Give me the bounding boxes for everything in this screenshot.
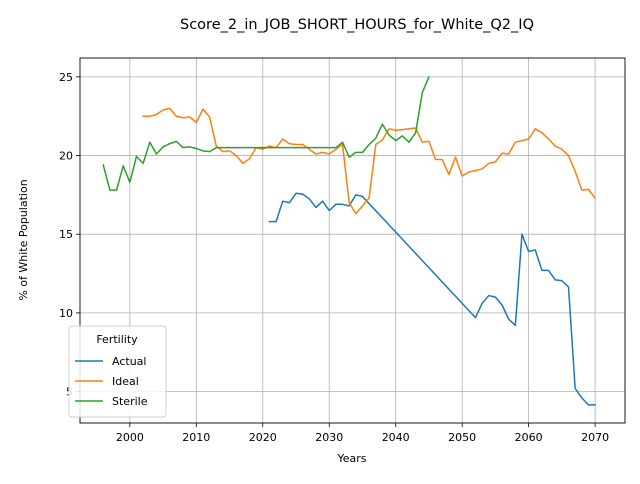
x-tick-label: 2040: [382, 431, 410, 444]
legend-title: Fertility: [96, 333, 138, 346]
x-tick-label: 2000: [116, 431, 144, 444]
series-line-actual: [268, 192, 596, 406]
legend-entries: Actual Ideal Sterile: [75, 355, 148, 408]
x-tick-label: 2060: [515, 431, 543, 444]
series-lines: [102, 75, 597, 406]
x-tick-label: 2030: [315, 431, 343, 444]
x-tick-label: 2010: [182, 431, 210, 444]
legend: Fertility Actual Ideal Sterile: [68, 325, 167, 418]
y-axis-label: % of White Population: [17, 179, 30, 300]
gridlines: [80, 58, 625, 423]
legend-label-sterile: Sterile: [112, 395, 148, 408]
y-tick-label: 10: [59, 307, 73, 320]
chart-title: Score_2_in_JOB_SHORT_HOURS_for_White_Q2_…: [180, 17, 534, 33]
y-tick-label: 15: [59, 228, 73, 241]
x-tick-label: 2020: [249, 431, 277, 444]
y-tick-label: 20: [59, 150, 73, 163]
x-tick-label: 2050: [448, 431, 476, 444]
series-line-sterile: [102, 75, 430, 191]
legend-label-actual: Actual: [112, 355, 146, 368]
plot-area-frame: [79, 57, 626, 424]
y-tick-label: 25: [59, 71, 73, 84]
legend-box: [68, 325, 167, 418]
x-axis-label: Years: [336, 452, 366, 465]
legend-label-ideal: Ideal: [112, 375, 139, 388]
x-axis-ticks: 2000 2010 2020 2030 2040 2050 2060 2070: [116, 423, 609, 444]
x-tick-label: 2070: [581, 431, 609, 444]
